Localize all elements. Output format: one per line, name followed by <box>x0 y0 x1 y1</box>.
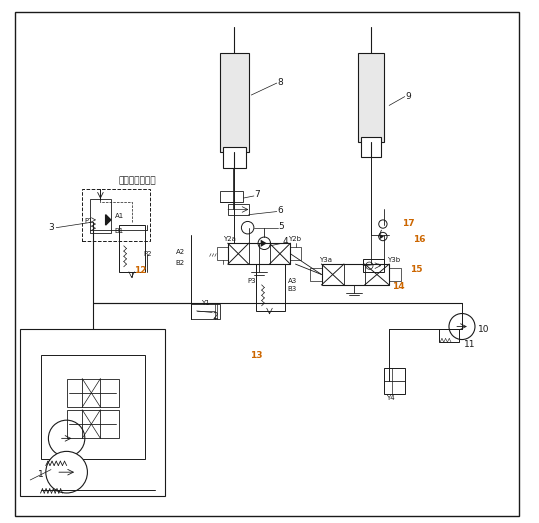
Bar <box>67 379 119 407</box>
Bar <box>90 199 111 233</box>
Bar <box>257 264 285 311</box>
Bar <box>363 259 384 272</box>
Text: 12: 12 <box>134 266 147 275</box>
Text: Y3a: Y3a <box>320 257 333 263</box>
Text: Y2b: Y2b <box>288 236 301 242</box>
Text: 1: 1 <box>38 470 44 479</box>
Polygon shape <box>380 234 384 239</box>
Bar <box>228 204 248 214</box>
Text: 8: 8 <box>277 77 283 86</box>
Bar <box>439 329 459 342</box>
Bar <box>220 53 248 152</box>
Text: B3: B3 <box>288 286 297 292</box>
Text: B1: B1 <box>114 229 124 234</box>
Text: 3: 3 <box>49 223 54 232</box>
Text: B2: B2 <box>176 259 185 266</box>
Text: 单缸插销控制阀: 单缸插销控制阀 <box>118 176 156 185</box>
Text: 17: 17 <box>402 219 414 228</box>
Polygon shape <box>106 214 111 225</box>
Bar <box>40 355 144 459</box>
Text: 15: 15 <box>410 265 423 274</box>
Text: Y1: Y1 <box>201 300 210 305</box>
Text: 16: 16 <box>412 235 425 244</box>
Bar <box>223 147 246 168</box>
Text: 11: 11 <box>464 340 475 349</box>
Bar <box>389 268 400 281</box>
Bar <box>384 368 405 394</box>
Bar <box>119 225 144 272</box>
Text: P3: P3 <box>247 278 255 285</box>
Text: 4: 4 <box>282 237 288 246</box>
Text: P2: P2 <box>143 251 151 257</box>
Text: A2: A2 <box>176 249 185 255</box>
Text: Y4: Y4 <box>386 395 395 401</box>
Bar <box>291 247 301 260</box>
Bar <box>322 264 389 285</box>
Circle shape <box>49 420 85 457</box>
Text: Y3b: Y3b <box>387 257 400 263</box>
Text: 6: 6 <box>277 206 283 215</box>
Bar <box>361 137 382 157</box>
Polygon shape <box>261 240 267 247</box>
Bar <box>20 329 165 496</box>
Text: 2: 2 <box>212 312 218 321</box>
Bar <box>82 189 150 241</box>
Bar <box>220 191 244 202</box>
Text: 14: 14 <box>392 282 404 291</box>
Text: 9: 9 <box>406 92 412 100</box>
Circle shape <box>46 451 87 493</box>
Bar <box>67 410 119 438</box>
Text: 7: 7 <box>254 190 260 199</box>
Circle shape <box>449 313 475 339</box>
Bar <box>310 268 322 281</box>
Bar <box>191 304 220 319</box>
Text: 10: 10 <box>478 325 489 334</box>
Bar <box>358 53 384 142</box>
Text: A1: A1 <box>114 213 124 219</box>
Bar <box>228 243 291 264</box>
Bar <box>217 247 228 260</box>
Text: 13: 13 <box>250 350 262 360</box>
Text: 5: 5 <box>278 222 284 231</box>
Text: Y2a: Y2a <box>223 236 236 242</box>
Text: A3: A3 <box>288 278 297 285</box>
Text: P1: P1 <box>85 219 93 224</box>
